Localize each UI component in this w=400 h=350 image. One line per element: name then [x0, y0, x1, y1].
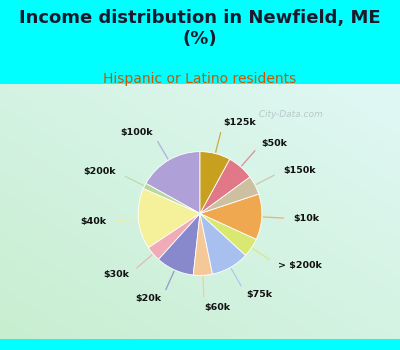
Wedge shape [193, 214, 212, 275]
Text: $100k: $100k [120, 128, 152, 137]
Text: $10k: $10k [294, 214, 320, 223]
Text: $200k: $200k [84, 167, 116, 176]
Wedge shape [200, 177, 259, 214]
Text: $30k: $30k [103, 270, 129, 279]
Wedge shape [146, 152, 200, 214]
Wedge shape [200, 194, 262, 239]
Wedge shape [200, 159, 250, 214]
Wedge shape [158, 214, 200, 275]
Text: $150k: $150k [283, 166, 316, 175]
Text: $20k: $20k [136, 294, 162, 303]
Wedge shape [200, 214, 256, 256]
Text: > $200k: > $200k [278, 261, 322, 270]
Wedge shape [148, 214, 200, 259]
Wedge shape [200, 152, 230, 214]
Text: City-Data.com: City-Data.com [253, 110, 323, 119]
Text: $75k: $75k [246, 290, 272, 300]
Text: $50k: $50k [262, 139, 288, 148]
Wedge shape [143, 183, 200, 214]
Text: Income distribution in Newfield, ME
(%): Income distribution in Newfield, ME (%) [19, 9, 381, 48]
Text: $60k: $60k [204, 302, 230, 312]
Text: $40k: $40k [81, 217, 107, 226]
Text: Hispanic or Latino residents: Hispanic or Latino residents [103, 72, 297, 86]
Text: $125k: $125k [223, 118, 256, 127]
Wedge shape [200, 214, 246, 274]
Wedge shape [138, 189, 200, 248]
